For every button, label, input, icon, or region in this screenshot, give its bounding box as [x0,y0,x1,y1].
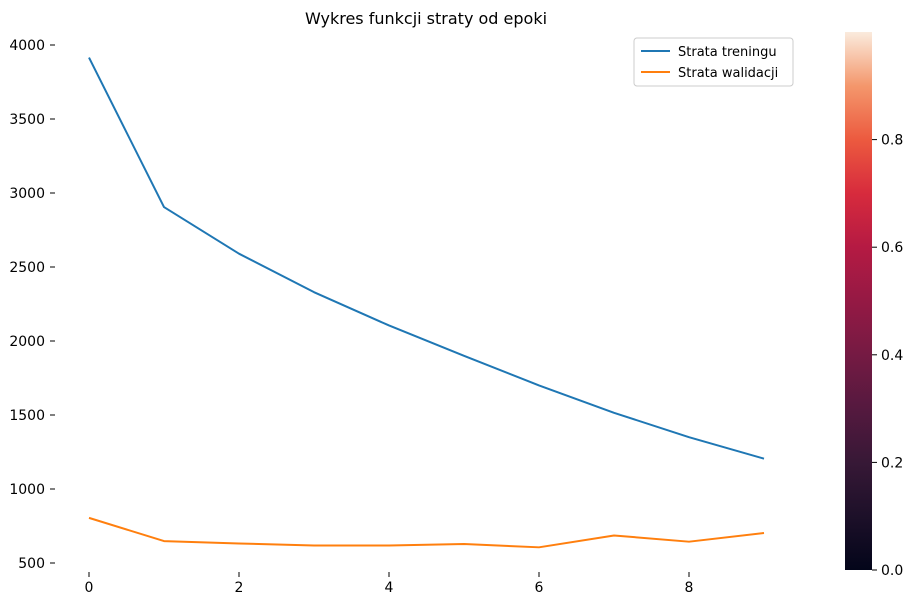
colorbar-tick-label: 0.2 [881,455,903,471]
y-tick-label: 3000 [9,186,45,202]
legend: Strata treningu Strata walidacji [633,37,794,87]
y-axis: 500 1000 1500 2000 2500 3000 3500 4000 [9,38,55,572]
colorbar-gradient [845,32,872,570]
x-axis: 0 2 4 6 8 [85,572,694,596]
series-line-training [88,57,765,460]
y-tick-label: 1000 [9,482,45,498]
series-layer [88,57,765,549]
x-tick-label: 0 [85,580,94,596]
colorbar-ticks: 0.0 0.2 0.4 0.6 0.8 [872,133,903,579]
colorbar-tick-label: 0.6 [881,240,903,256]
x-tick-label: 2 [235,580,244,596]
chart-title: Wykres funkcji straty od epoki [305,9,547,28]
y-tick-label: 4000 [9,38,45,54]
colorbar-tick-label: 0.4 [881,348,903,364]
colorbar-tick-label: 0.8 [881,133,903,149]
y-tick-label: 500 [18,556,45,572]
y-tick-label: 2000 [9,334,45,350]
legend-frame [633,37,794,87]
legend-label-training: Strata treningu [678,45,777,60]
y-tick-label: 3500 [9,112,45,128]
legend-label-validation: Strata walidacji [678,66,778,81]
colorbar-tick-label: 0.0 [881,563,903,579]
colorbar: 0.0 0.2 0.4 0.6 0.8 [845,32,903,579]
x-tick-label: 4 [385,580,394,596]
series-line-validation [88,516,765,549]
x-tick-label: 6 [535,580,544,596]
x-tick-label: 8 [685,580,694,596]
y-tick-label: 1500 [9,408,45,424]
y-tick-label: 2500 [9,260,45,276]
